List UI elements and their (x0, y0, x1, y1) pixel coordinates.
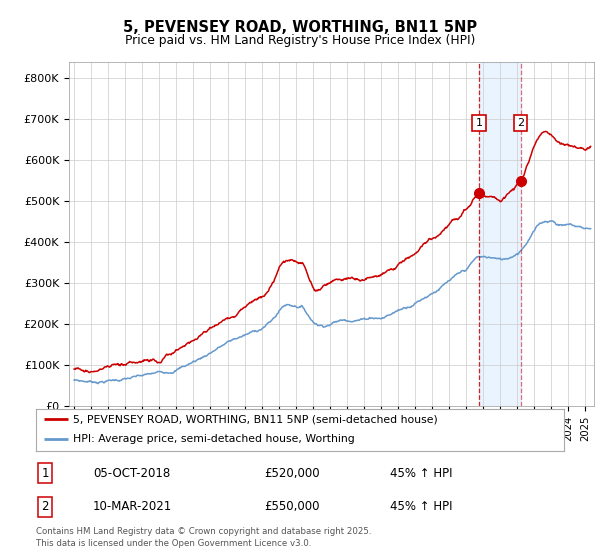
Text: 1: 1 (41, 466, 49, 480)
Text: 2: 2 (517, 118, 524, 128)
Text: HPI: Average price, semi-detached house, Worthing: HPI: Average price, semi-detached house,… (73, 434, 355, 444)
Text: 10-MAR-2021: 10-MAR-2021 (93, 500, 172, 514)
Text: £520,000: £520,000 (264, 466, 320, 480)
Text: 2: 2 (41, 500, 49, 514)
Text: Price paid vs. HM Land Registry's House Price Index (HPI): Price paid vs. HM Land Registry's House … (125, 34, 475, 46)
Text: 1: 1 (476, 118, 482, 128)
Text: 45% ↑ HPI: 45% ↑ HPI (390, 466, 452, 480)
Text: Contains HM Land Registry data © Crown copyright and database right 2025.
This d: Contains HM Land Registry data © Crown c… (36, 527, 371, 548)
Text: 5, PEVENSEY ROAD, WORTHING, BN11 5NP (semi-detached house): 5, PEVENSEY ROAD, WORTHING, BN11 5NP (se… (73, 414, 438, 424)
Bar (479, 62, 521, 406)
Text: 5, PEVENSEY ROAD, WORTHING, BN11 5NP: 5, PEVENSEY ROAD, WORTHING, BN11 5NP (123, 20, 477, 35)
Text: 05-OCT-2018: 05-OCT-2018 (93, 466, 170, 480)
Text: 45% ↑ HPI: 45% ↑ HPI (390, 500, 452, 514)
Text: £550,000: £550,000 (264, 500, 320, 514)
